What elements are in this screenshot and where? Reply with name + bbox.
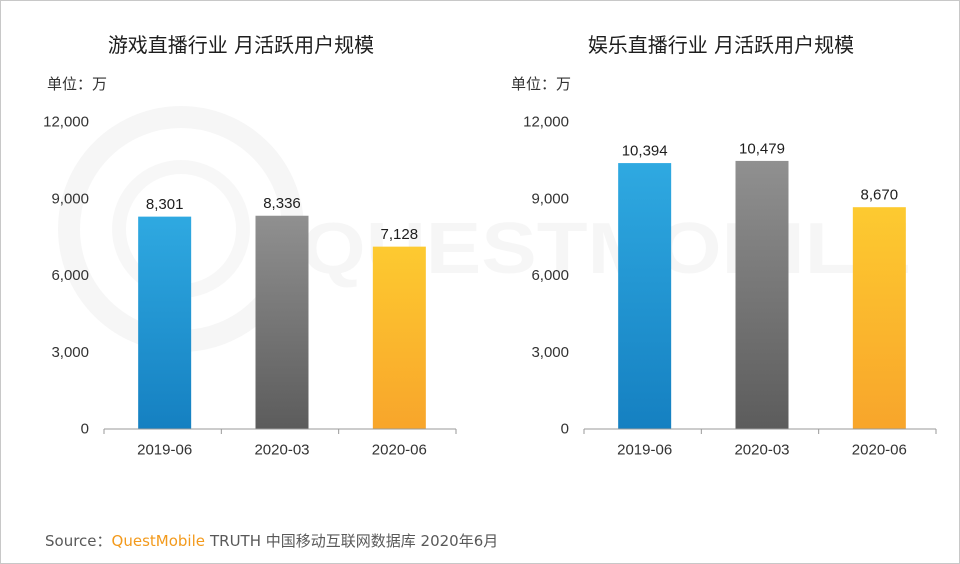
- bar-2020-06: [852, 207, 906, 429]
- value-label: 8,336: [263, 195, 301, 212]
- y-tick-label: 0: [561, 421, 569, 438]
- y-tick-label: 12,000: [43, 114, 89, 131]
- source-label: Source：: [45, 532, 112, 550]
- unit-label: 单位：万: [47, 75, 107, 93]
- y-tick-label: 0: [81, 421, 89, 438]
- value-label: 10,394: [622, 143, 668, 160]
- value-label: 8,301: [146, 196, 184, 213]
- x-category-label: 2019-06: [617, 442, 672, 459]
- bar-2019-06: [138, 216, 192, 429]
- y-tick-label: 3,000: [531, 344, 569, 361]
- value-label: 10,479: [739, 140, 785, 157]
- source-footer: Source：QuestMobile TRUTH 中国移动互联网数据库 2020年…: [45, 531, 498, 551]
- bar-2020-03: [255, 215, 309, 429]
- y-tick-label: 9,000: [531, 190, 569, 207]
- x-category-label: 2019-06: [137, 442, 192, 459]
- y-tick-label: 12,000: [523, 114, 569, 131]
- brand-name: QuestMobile: [111, 532, 205, 550]
- y-tick-label: 6,000: [531, 267, 569, 284]
- x-category-label: 2020-03: [254, 442, 309, 459]
- y-tick-label: 9,000: [51, 190, 89, 207]
- x-category-label: 2020-06: [372, 442, 427, 459]
- chart-title: 娱乐直播行业 月活跃用户规模: [588, 33, 854, 57]
- x-category-label: 2020-03: [734, 442, 789, 459]
- chart-title: 游戏直播行业 月活跃用户规模: [108, 33, 374, 57]
- bar-2020-06: [372, 246, 426, 429]
- bar-2019-06: [618, 163, 672, 429]
- x-category-label: 2020-06: [852, 442, 907, 459]
- unit-label: 单位：万: [511, 75, 571, 93]
- source-detail: TRUTH 中国移动互联网数据库 2020年6月: [209, 532, 499, 550]
- value-label: 8,670: [861, 187, 899, 204]
- bar-2020-03: [735, 160, 789, 430]
- y-tick-label: 3,000: [51, 344, 89, 361]
- value-label: 7,128: [381, 226, 419, 243]
- y-tick-label: 6,000: [51, 267, 89, 284]
